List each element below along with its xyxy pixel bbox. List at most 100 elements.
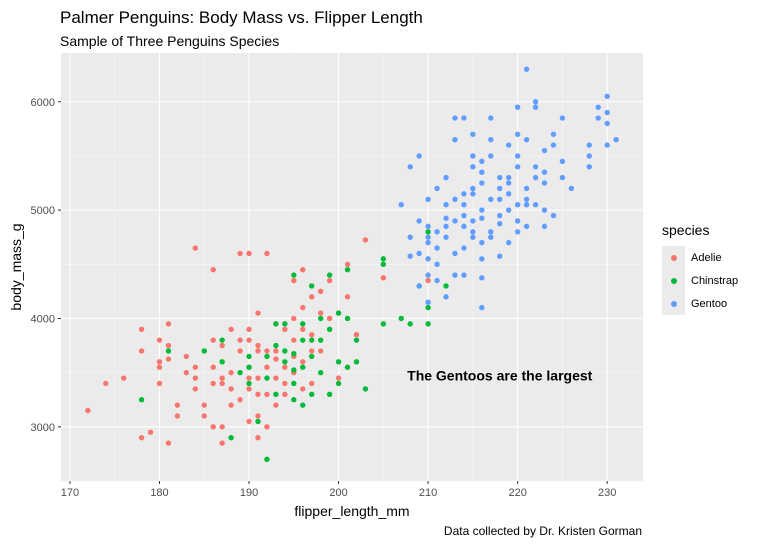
legend-key — [662, 269, 685, 292]
point-gentoo — [497, 174, 503, 181]
point-chinstrap — [443, 283, 449, 289]
point-gentoo — [523, 136, 530, 143]
x-axis-title: flipper_length_mm — [294, 503, 409, 519]
point-adelie — [255, 310, 261, 316]
point-gentoo — [514, 201, 521, 208]
point-gentoo — [586, 153, 592, 159]
point-adelie — [138, 348, 145, 354]
point-adelie — [156, 364, 163, 370]
point-adelie — [147, 429, 154, 435]
point-gentoo — [523, 223, 530, 230]
point-chinstrap — [300, 364, 306, 370]
point-gentoo — [559, 158, 566, 165]
legend-dot — [670, 277, 677, 284]
point-chinstrap — [344, 315, 351, 322]
point-chinstrap — [237, 369, 243, 376]
chart-subtitle: Sample of Three Penguins Species — [60, 33, 280, 49]
point-adelie — [219, 424, 225, 430]
point-gentoo — [461, 115, 467, 121]
point-chinstrap — [246, 364, 252, 370]
point-adelie — [291, 315, 297, 322]
point-gentoo — [425, 196, 431, 202]
point-gentoo — [461, 201, 467, 208]
point-adelie — [255, 348, 261, 354]
point-gentoo — [488, 196, 494, 202]
point-adelie — [192, 386, 199, 392]
point-gentoo — [479, 304, 485, 311]
point-adelie — [237, 348, 243, 354]
x-tick-label: 180 — [150, 487, 168, 499]
point-adelie — [291, 277, 297, 284]
point-adelie — [219, 380, 225, 387]
point-gentoo — [452, 218, 458, 224]
point-chinstrap — [219, 337, 225, 343]
point-gentoo — [559, 115, 566, 121]
point-adelie — [326, 277, 333, 284]
point-gentoo — [559, 174, 566, 181]
point-adelie — [264, 348, 270, 354]
point-adelie — [183, 369, 190, 376]
point-gentoo — [488, 136, 494, 143]
point-adelie — [210, 267, 216, 273]
point-adelie — [192, 375, 199, 381]
point-chinstrap — [201, 348, 207, 354]
point-adelie — [300, 304, 306, 311]
legend: species Adelie Chinstrap Gentoo — [662, 222, 738, 315]
point-chinstrap — [282, 321, 288, 327]
point-gentoo — [523, 201, 530, 208]
point-gentoo — [488, 234, 494, 240]
point-chinstrap — [291, 380, 297, 387]
point-gentoo — [443, 223, 449, 230]
point-gentoo — [461, 272, 467, 278]
point-gentoo — [443, 201, 449, 208]
point-chinstrap — [264, 456, 270, 463]
grid — [61, 53, 643, 482]
point-gentoo — [461, 212, 467, 219]
point-adelie — [246, 386, 252, 392]
y-axis: 3000 4000 5000 6000 — [31, 97, 61, 434]
point-gentoo — [532, 164, 539, 170]
point-adelie — [246, 375, 252, 381]
point-gentoo — [523, 66, 530, 72]
point-gentoo — [613, 136, 619, 143]
point-gentoo — [532, 174, 539, 181]
point-adelie — [228, 369, 234, 376]
point-gentoo — [497, 212, 503, 219]
point-adelie — [219, 440, 225, 446]
point-chinstrap — [309, 391, 315, 398]
y-tick-label: 3000 — [31, 422, 55, 434]
point-adelie — [219, 375, 225, 381]
point-chinstrap — [291, 397, 297, 403]
point-chinstrap — [344, 267, 351, 273]
point-adelie — [282, 380, 288, 387]
point-chinstrap — [273, 391, 279, 398]
point-gentoo — [425, 223, 431, 230]
point-chinstrap — [380, 321, 387, 327]
point-adelie — [309, 332, 315, 338]
point-gentoo — [497, 220, 503, 227]
point-gentoo — [461, 191, 467, 197]
y-tick-label: 5000 — [31, 205, 55, 217]
point-gentoo — [532, 104, 539, 110]
point-gentoo — [452, 196, 458, 202]
point-adelie — [300, 267, 306, 273]
point-adelie — [264, 424, 270, 430]
point-gentoo — [514, 164, 521, 170]
point-gentoo — [523, 185, 530, 192]
point-gentoo — [479, 207, 485, 213]
point-chinstrap — [317, 337, 324, 343]
point-chinstrap — [326, 272, 333, 278]
point-adelie — [425, 277, 431, 284]
point-gentoo — [505, 180, 512, 186]
point-chinstrap — [353, 337, 360, 343]
point-gentoo — [479, 180, 485, 186]
point-chinstrap — [300, 321, 306, 327]
point-gentoo — [541, 147, 548, 154]
x-tick-label: 170 — [61, 487, 79, 499]
legend-item-gentoo: Gentoo — [662, 292, 738, 315]
point-gentoo — [470, 191, 476, 197]
point-chinstrap — [165, 348, 172, 354]
point-gentoo — [586, 142, 592, 148]
point-gentoo — [532, 99, 539, 105]
point-adelie — [183, 353, 190, 360]
